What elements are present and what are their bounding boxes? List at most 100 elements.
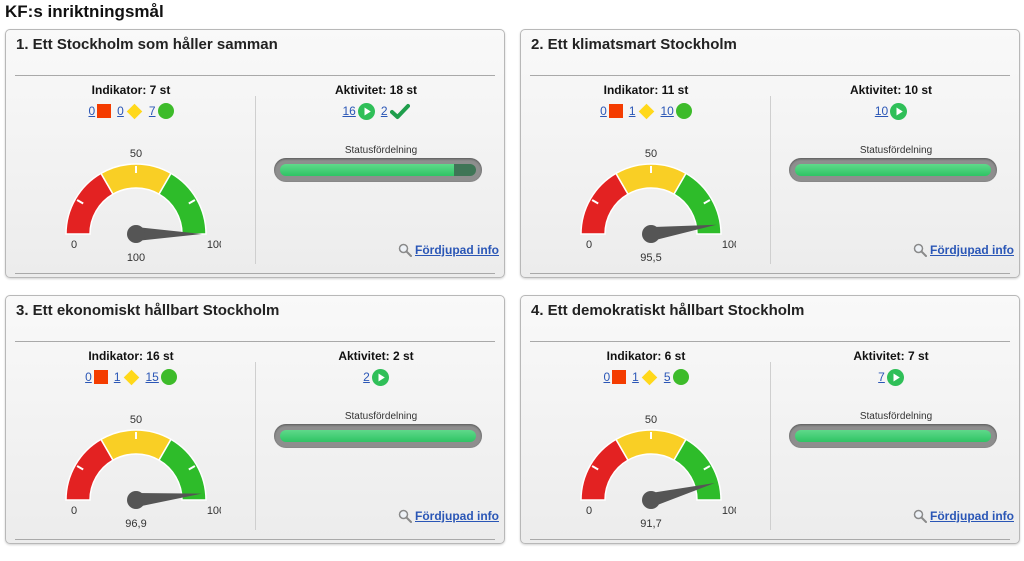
- indicator-header: Indikator: 7 st: [91, 83, 171, 97]
- yellow-indicator-count: 1: [113, 369, 140, 385]
- status-green-fill: [280, 164, 454, 176]
- activity-header: Aktivitet: 7 st: [853, 349, 929, 363]
- activity-counts: 10: [791, 101, 991, 121]
- status-green-fill: [280, 430, 476, 442]
- red-indicator-count: 0: [88, 104, 112, 118]
- green-circle-icon: [160, 369, 177, 385]
- more-info-label: Fördjupad info: [930, 243, 1014, 257]
- gauge-svg: 50 0 100 91,7: [580, 414, 740, 530]
- status-distribution-label: Statusfördelning: [859, 145, 933, 156]
- divider: [530, 75, 1010, 76]
- red-count-link[interactable]: 0: [603, 370, 611, 384]
- red-count-link[interactable]: 0: [600, 104, 607, 118]
- more-info-link[interactable]: Fördjupad info: [398, 509, 499, 523]
- yellow-diamond-icon: [126, 103, 143, 119]
- column-divider: [770, 96, 771, 264]
- gauge-tick: [188, 465, 196, 471]
- gauge: 50 0 100 91,7: [571, 404, 740, 561]
- gauge-svg: 50 0 100 100: [65, 148, 225, 264]
- status-distribution-bar: [274, 158, 482, 182]
- magnifier-icon: [398, 509, 412, 523]
- ongoing-activity-count: 16: [342, 102, 375, 120]
- red-count-link[interactable]: 0: [85, 370, 92, 384]
- gauge-max-label: 100: [207, 239, 221, 251]
- green-indicator-count: 10: [661, 103, 692, 119]
- divider: [530, 539, 1010, 540]
- red-indicator-count: 0: [603, 370, 627, 384]
- gauge-max-label: 100: [207, 505, 221, 517]
- gauge-green-band: [157, 172, 207, 235]
- more-info-label: Fördjupad info: [415, 509, 499, 523]
- divider: [15, 341, 495, 342]
- gauge-tick: [591, 199, 599, 205]
- green-circle-icon: [157, 103, 174, 119]
- gauge-min-label: 0: [586, 239, 592, 251]
- green-circle-icon: [675, 103, 692, 119]
- yellow-indicator-count: 0: [117, 103, 143, 119]
- more-info-link[interactable]: Fördjupad info: [913, 509, 1014, 523]
- magnifier-icon: [398, 243, 412, 257]
- status-distribution-bar: [789, 424, 997, 448]
- ongoing-count-link[interactable]: 7: [878, 370, 885, 384]
- column-divider: [770, 362, 771, 530]
- more-info-label: Fördjupad info: [415, 243, 499, 257]
- red-count-link[interactable]: 0: [88, 104, 96, 118]
- gauge-needle: [649, 482, 715, 507]
- gauge-mid-label: 50: [130, 414, 142, 426]
- green-indicator-count: 15: [146, 369, 177, 385]
- gauge-value-label: 91,7: [640, 518, 661, 530]
- green-count-link[interactable]: 7: [148, 104, 156, 118]
- column-divider: [255, 96, 256, 264]
- more-info-link[interactable]: Fördjupad info: [913, 243, 1014, 257]
- gauge-mid-label: 50: [645, 148, 657, 160]
- indicator-counts: 0 1 15: [31, 367, 231, 387]
- status-distribution-label: Statusfördelning: [859, 411, 933, 422]
- indicator-header: Indikator: 6 st: [606, 349, 686, 363]
- gauge-needle: [136, 227, 202, 241]
- yellow-count-link[interactable]: 1: [628, 104, 636, 118]
- done-count-link[interactable]: 2: [380, 104, 388, 118]
- green-count-link[interactable]: 10: [660, 104, 674, 118]
- panel-title: 3. Ett ekonomiskt hållbart Stockholm: [16, 302, 280, 319]
- yellow-count-link[interactable]: 1: [632, 370, 639, 384]
- ongoing-activity-count: 7: [878, 368, 904, 386]
- status-distribution-bar: [274, 424, 482, 448]
- yellow-diamond-icon: [123, 369, 139, 385]
- ongoing-activity-count: 10: [874, 102, 908, 120]
- gauge-tick: [591, 465, 599, 471]
- ongoing-count-link[interactable]: 2: [363, 370, 370, 384]
- activity-counts: 2: [276, 367, 476, 387]
- green-count-link[interactable]: 15: [145, 370, 159, 384]
- ongoing-count-link[interactable]: 10: [874, 104, 889, 118]
- gauge-min-label: 0: [71, 239, 77, 251]
- gauge-svg: 50 0 100 95,5: [580, 148, 740, 264]
- yellow-indicator-count: 1: [632, 369, 658, 385]
- indicator-counts: 0 1 5: [546, 367, 746, 387]
- gauge: 50 0 100 95,5: [571, 138, 740, 295]
- gauge-tick: [703, 465, 711, 471]
- gauge-mid-label: 50: [130, 148, 142, 160]
- page-title: KF:s inriktningsmål: [5, 2, 164, 21]
- status-green-fill: [795, 430, 991, 442]
- column-divider: [255, 362, 256, 530]
- indicator-header: Indikator: 11 st: [603, 83, 689, 97]
- green-count-link[interactable]: 5: [663, 370, 671, 384]
- status-distribution-label: Statusfördelning: [344, 145, 418, 156]
- gauge-hub: [642, 225, 660, 243]
- more-info-link[interactable]: Fördjupad info: [398, 243, 499, 257]
- red-square-icon: [97, 104, 112, 118]
- status-distribution-bar: [789, 158, 997, 182]
- red-square-icon: [608, 104, 623, 118]
- gauge-tick: [188, 199, 196, 205]
- yellow-count-link[interactable]: 0: [117, 104, 124, 118]
- gauge-green-band: [672, 172, 722, 235]
- indicator-header: Indikator: 16 st: [88, 349, 174, 363]
- yellow-indicator-count: 1: [628, 103, 655, 119]
- ongoing-count-link[interactable]: 16: [342, 104, 356, 118]
- status-distribution-label: Statusfördelning: [344, 411, 418, 422]
- yellow-count-link[interactable]: 1: [113, 370, 121, 384]
- gauge: 50 0 100 96,9: [56, 404, 225, 561]
- divider: [15, 539, 495, 540]
- gauge-tick: [76, 465, 84, 471]
- gauge-hub: [127, 491, 145, 509]
